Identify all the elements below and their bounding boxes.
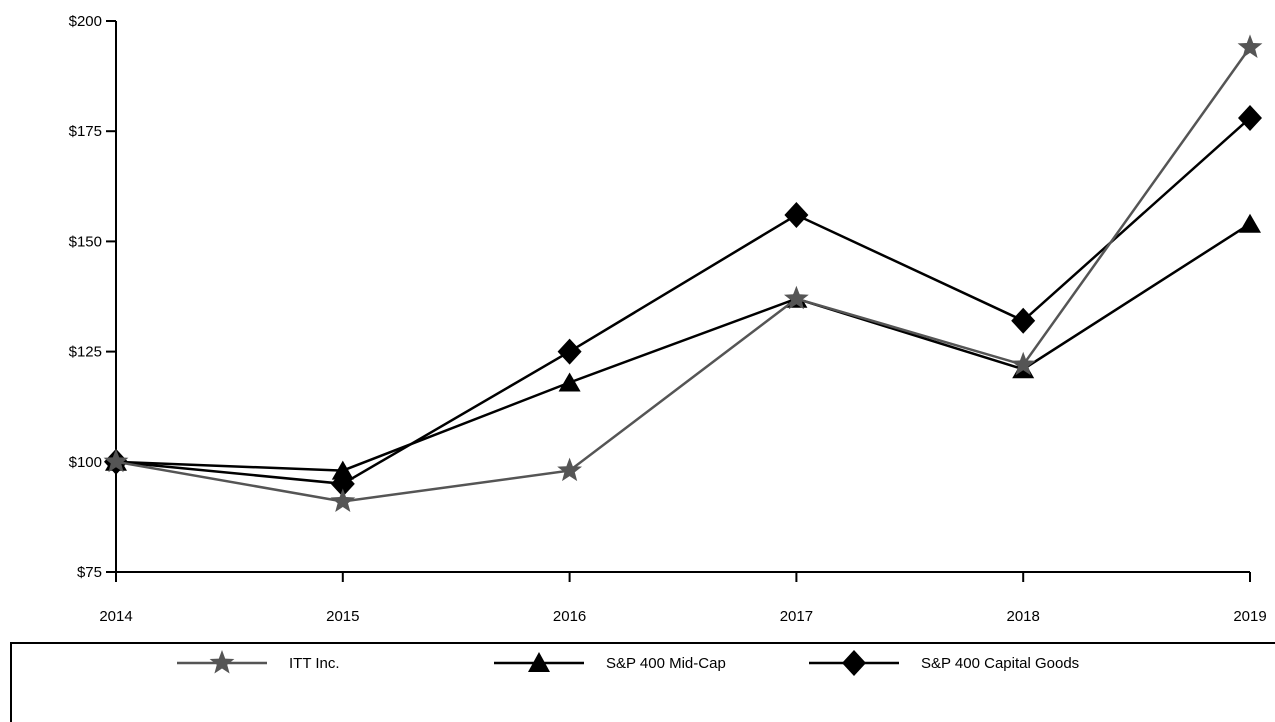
legend-marker-star [209, 650, 235, 674]
x-tick-label: 2016 [553, 608, 586, 625]
x-tick-label: 2015 [326, 608, 359, 625]
y-tick-label: $125 [69, 344, 102, 361]
series-line-s-p-400-capital-goods [115, 117, 1251, 486]
series-itt-inc [103, 34, 1263, 512]
data-point-s-p-400-mid-cap [331, 460, 354, 480]
legend: ITT Inc. S&P 400 Mid-Cap S&P 400 Capital… [10, 642, 1275, 722]
data-point-itt-inc [784, 285, 809, 310]
legend-marker-diamond [842, 650, 866, 676]
legend-item-midcap: S&P 400 Mid-Cap [494, 644, 726, 682]
legend-item-itt: ITT Inc. [177, 644, 340, 682]
data-point-s-p-400-capital-goods [784, 201, 809, 228]
series-line-s-p-400-mid-cap [115, 222, 1251, 472]
data-point-itt-inc [330, 488, 356, 512]
legend-label-capgoods: S&P 400 Capital Goods [921, 654, 1080, 672]
data-point-itt-inc [557, 457, 582, 482]
data-point-s-p-400-mid-cap [1239, 213, 1261, 233]
data-point-itt-inc [1010, 351, 1036, 376]
legend-swatch-itt [177, 650, 267, 674]
legend-item-capgoods: S&P 400 Capital Goods [809, 644, 1079, 682]
legend-label-itt: ITT Inc. [289, 654, 340, 672]
x-tick-label: 2019 [1233, 608, 1266, 625]
data-point-s-p-400-capital-goods [1011, 307, 1036, 334]
series-s-p-400-capital-goods [104, 104, 1262, 497]
legend-swatch-midcap [494, 652, 584, 672]
data-point-itt-inc [103, 448, 129, 473]
x-tick-label: 2014 [99, 608, 132, 625]
legend-label-midcap: S&P 400 Mid-Cap [606, 654, 726, 672]
y-tick-label: $150 [69, 233, 102, 250]
x-tick-label: 2017 [780, 608, 813, 625]
y-tick-label: $100 [69, 454, 102, 471]
y-tick-label: $200 [69, 13, 102, 30]
y-tick-label: $175 [69, 123, 102, 140]
series-layer [103, 34, 1263, 512]
series-s-p-400-mid-cap [105, 213, 1261, 480]
data-point-itt-inc [1237, 34, 1263, 58]
legend-marker-triangle [528, 652, 550, 672]
legend-swatch-capgoods [809, 650, 899, 676]
data-point-s-p-400-mid-cap [558, 372, 581, 392]
x-tick-label: 2018 [1007, 608, 1040, 625]
line-chart: $75 $100 $125 $150 $175 $200 2014 2015 2016 2017 2… [69, 13, 1267, 625]
data-point-s-p-400-capital-goods [557, 338, 582, 365]
data-point-s-p-400-capital-goods [1238, 104, 1262, 131]
y-tick-label: $75 [77, 564, 102, 581]
series-line-itt-inc [115, 46, 1252, 503]
axes: $75 $100 $125 $150 $175 $200 2014 2015 2016 2017 2… [69, 13, 1267, 625]
